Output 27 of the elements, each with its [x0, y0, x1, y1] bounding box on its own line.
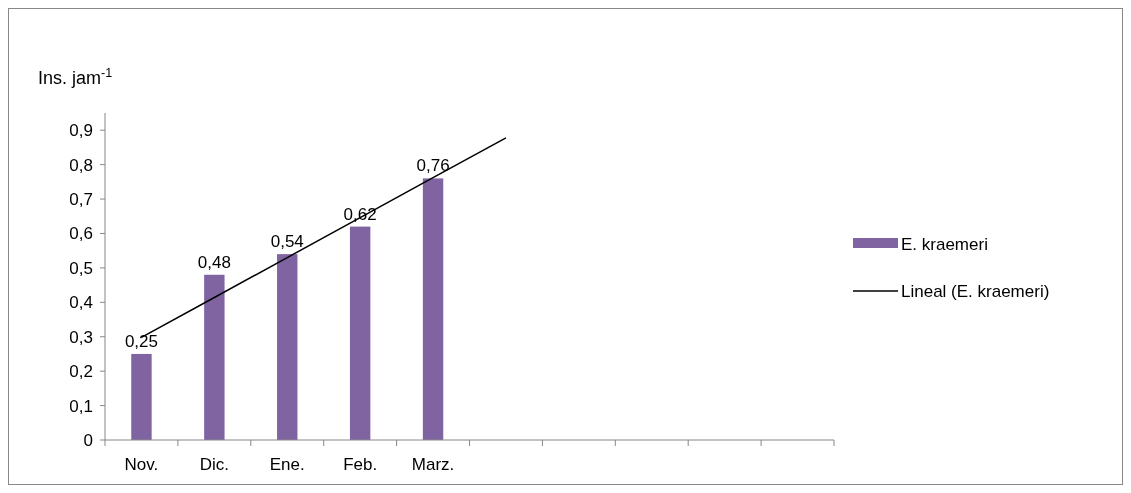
data-label: 0,25: [124, 331, 158, 351]
y-tick-label: 0,7: [69, 190, 93, 210]
data-label: 0,76: [416, 156, 450, 176]
y-tick-label: 0,2: [69, 362, 93, 382]
bar: [131, 353, 152, 440]
y-tick-label: 0,4: [69, 293, 93, 313]
x-tick-label: Dic.: [199, 455, 229, 474]
x-tick-label: Feb.: [343, 455, 378, 474]
x-tick-label: Nov.: [124, 455, 159, 474]
bar: [349, 226, 371, 440]
legend-label: Lineal (E. kraemeri): [901, 282, 1050, 301]
y-tick-label: 0,3: [69, 327, 93, 347]
data-label: 0,54: [270, 232, 304, 252]
y-axis-title: Ins. jam$^{-1}$: [38, 66, 113, 88]
y-tick-label: 0,8: [69, 155, 93, 175]
y-tick-label: 0,9: [69, 121, 93, 141]
legend-label: E. kraemeri: [901, 235, 988, 254]
y-tick-label: 0,6: [69, 224, 93, 244]
bar: [277, 254, 298, 440]
y-tick-label: 0: [83, 431, 93, 450]
x-tick-label: Ene.: [269, 455, 305, 474]
bar: [204, 274, 225, 440]
data-label: 0,48: [197, 252, 231, 272]
y-tick-label: 0,5: [69, 258, 93, 278]
bar: [422, 178, 444, 440]
y-tick-label: 0,1: [69, 396, 93, 416]
x-tick-label: Marz.: [411, 455, 455, 474]
